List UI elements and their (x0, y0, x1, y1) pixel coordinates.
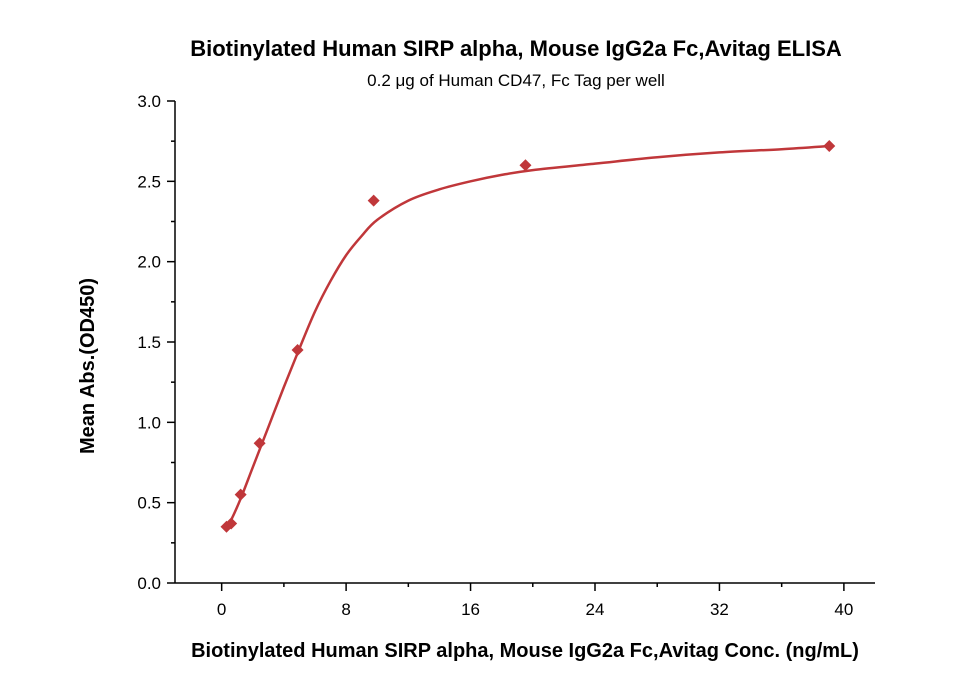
chart-subtitle: 0.2 μg of Human CD47, Fc Tag per well (367, 71, 665, 90)
x-tick-label: 40 (834, 600, 853, 619)
y-tick-label: 2.0 (137, 253, 161, 272)
data-point-diamond (367, 194, 380, 207)
x-tick-label: 16 (461, 600, 480, 619)
y-tick-label: 0.5 (137, 494, 161, 513)
x-tick-label: 0 (217, 600, 226, 619)
data-point-diamond (823, 139, 836, 152)
x-axis-label: Biotinylated Human SIRP alpha, Mouse IgG… (191, 640, 859, 662)
y-tick-label: 1.5 (137, 333, 161, 352)
x-axis: 0 8 16 24 32 40 (175, 582, 875, 619)
data-point-diamond (234, 488, 247, 501)
data-points (220, 139, 836, 533)
y-tick-label: 2.5 (137, 172, 161, 191)
y-tick-label: 0.0 (137, 574, 161, 593)
y-axis: 0.0 0.5 1.0 1.5 2.0 2.5 3.0 (137, 92, 176, 593)
x-tick-label: 24 (586, 600, 605, 619)
y-tick-label: 3.0 (137, 92, 161, 111)
y-tick-label: 1.0 (137, 413, 161, 432)
data-point-diamond (291, 344, 304, 357)
data-point-diamond (519, 159, 532, 172)
data-point-diamond (253, 437, 266, 450)
x-tick-label: 32 (710, 600, 729, 619)
y-axis-label: Mean Abs.(OD450) (77, 278, 99, 454)
chart-title: Biotinylated Human SIRP alpha, Mouse IgG… (190, 36, 842, 61)
fit-curve-group (225, 144, 830, 530)
data-point-diamond (225, 517, 238, 530)
fit-curve-line (225, 144, 830, 530)
x-tick-label: 8 (341, 600, 350, 619)
